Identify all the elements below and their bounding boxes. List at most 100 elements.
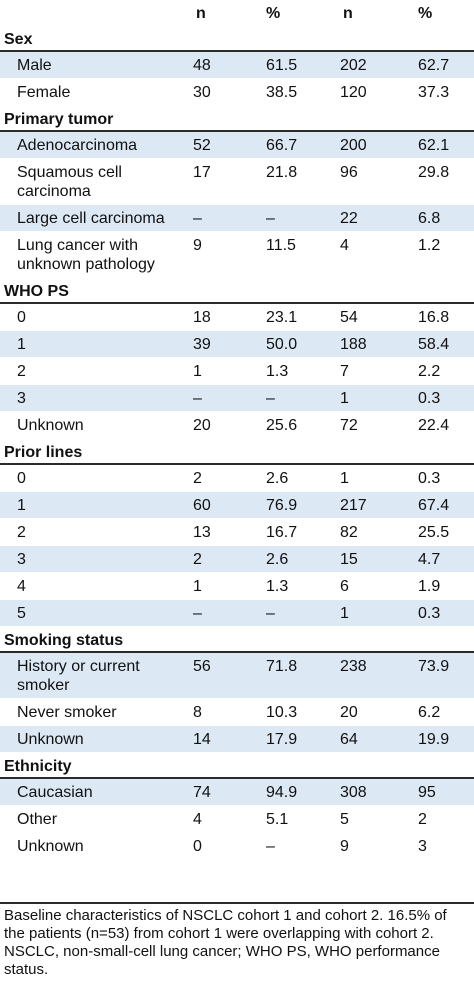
header-n-cohort1: n — [196, 5, 206, 22]
header-n-cohort2: n — [343, 5, 353, 22]
table-footnote: Baseline characteristics of NSCLC cohort… — [0, 902, 474, 979]
section-title: Smoking status — [4, 632, 124, 649]
cohort1-n: 1 — [193, 363, 202, 380]
cohort2-pct: 19.9 — [418, 731, 450, 748]
cohort2-pct: 6.2 — [418, 704, 441, 721]
cohort2-n: 1 — [340, 605, 349, 622]
row-label: Squamous cell carcinoma — [17, 164, 122, 200]
section-title: Prior lines — [4, 444, 83, 461]
cohort1-pct: 21.8 — [266, 164, 298, 181]
cohort1-n: 9 — [193, 237, 202, 254]
cohort1-pct: – — [266, 210, 275, 227]
cohort2-pct: 0.3 — [418, 390, 441, 407]
cohort1-n: 4 — [193, 811, 202, 828]
row-label: 1 — [17, 336, 26, 353]
row-label: Unknown — [17, 838, 84, 855]
cohort1-pct: 10.3 — [266, 704, 298, 721]
row-label: 0 — [17, 309, 26, 326]
cohort2-pct: 2 — [418, 811, 427, 828]
cohort2-n: 5 — [340, 811, 349, 828]
cohort1-pct: 23.1 — [266, 309, 298, 326]
cohort1-pct: – — [266, 605, 275, 622]
table-header-row: n % n % — [0, 0, 474, 26]
section-header-sex: Sex — [0, 26, 474, 52]
cohort2-pct: 1.9 — [418, 578, 441, 595]
section-title: Sex — [4, 31, 33, 48]
cohort1-pct: 76.9 — [266, 497, 298, 514]
cohort2-pct: 67.4 — [418, 497, 450, 514]
cohort1-n: 2 — [193, 470, 202, 487]
cohort1-pct: 16.7 — [266, 524, 298, 541]
cohort1-n: 17 — [193, 164, 211, 181]
cohort1-n: 52 — [193, 137, 211, 154]
row-label: Caucasian — [17, 784, 93, 801]
row-label: 2 — [17, 524, 26, 541]
header-pct-cohort1: % — [266, 5, 281, 22]
cohort2-n: 22 — [340, 210, 358, 227]
cohort1-pct: – — [266, 838, 275, 855]
cohort2-pct: 1.2 — [418, 237, 441, 254]
cohort2-pct: 3 — [418, 838, 427, 855]
cohort1-pct: 61.5 — [266, 57, 298, 74]
cohort2-n: 188 — [340, 336, 367, 353]
cohort1-n: 0 — [193, 838, 202, 855]
table-row: Lung cancer with unknown pathology 9 11.… — [0, 232, 474, 278]
row-label: History or current smoker — [17, 658, 140, 694]
cohort2-n: 308 — [340, 784, 367, 801]
row-label: Large cell carcinoma — [17, 210, 165, 227]
cohort2-n: 20 — [340, 704, 358, 721]
cohort1-pct: 25.6 — [266, 417, 298, 434]
cohort2-pct: 29.8 — [418, 164, 450, 181]
cohort1-n: 2 — [193, 551, 202, 568]
cohort1-pct: 1.3 — [266, 363, 289, 380]
cohort2-n: 200 — [340, 137, 367, 154]
row-label: 1 — [17, 497, 26, 514]
cohort1-n: 39 — [193, 336, 211, 353]
cohort1-n: 18 — [193, 309, 211, 326]
cohort1-pct: 66.7 — [266, 137, 298, 154]
row-label: 2 — [17, 363, 26, 380]
table-row: 2 1 1.3 7 2.2 — [0, 358, 474, 385]
cohort1-n: 48 — [193, 57, 211, 74]
row-label: Never smoker — [17, 704, 117, 721]
table-row: Squamous cell carcinoma 17 21.8 96 29.8 — [0, 159, 474, 205]
footnote-caption: Baseline characteristics of NSCLC cohort… — [4, 907, 447, 942]
cohort2-n: 6 — [340, 578, 349, 595]
table-row: Unknown 14 17.9 64 19.9 — [0, 726, 474, 753]
section-header-prior-lines: Prior lines — [0, 439, 474, 465]
cohort1-n: – — [193, 210, 202, 227]
section-title: Primary tumor — [4, 111, 114, 128]
cohort2-pct: 58.4 — [418, 336, 450, 353]
row-label: Lung cancer with unknown pathology — [17, 237, 155, 273]
cohort2-n: 1 — [340, 390, 349, 407]
cohort2-n: 64 — [340, 731, 358, 748]
table-row: Unknown 20 25.6 72 22.4 — [0, 412, 474, 439]
row-label: Unknown — [17, 731, 84, 748]
cohort2-pct: 62.7 — [418, 57, 450, 74]
row-label: 4 — [17, 578, 26, 595]
table-row: Large cell carcinoma – – 22 6.8 — [0, 205, 474, 232]
cohort1-pct: 71.8 — [266, 658, 298, 675]
cohort1-pct: 17.9 — [266, 731, 298, 748]
cohort2-n: 7 — [340, 363, 349, 380]
cohort1-pct: 2.6 — [266, 470, 289, 487]
cohort2-n: 54 — [340, 309, 358, 326]
cohort1-n: 74 — [193, 784, 211, 801]
section-header-who-ps: WHO PS — [0, 278, 474, 304]
table-row: Never smoker 8 10.3 20 6.2 — [0, 699, 474, 726]
section-header-smoking-status: Smoking status — [0, 627, 474, 653]
cohort2-n: 82 — [340, 524, 358, 541]
cohort1-n: 13 — [193, 524, 211, 541]
cohort1-pct: 94.9 — [266, 784, 298, 801]
cohort1-n: 60 — [193, 497, 211, 514]
row-label: Other — [17, 811, 58, 828]
cohort1-pct: 11.5 — [266, 237, 296, 254]
cohort1-n: – — [193, 390, 202, 407]
cohort2-pct: 73.9 — [418, 658, 450, 675]
cohort1-n: 30 — [193, 84, 211, 101]
cohort2-n: 1 — [340, 470, 349, 487]
cohort2-n: 202 — [340, 57, 367, 74]
row-label: 5 — [17, 605, 26, 622]
row-label: 3 — [17, 390, 26, 407]
characteristics-table: n % n % Sex Male 48 61.5 202 62.7 Female… — [0, 0, 474, 855]
